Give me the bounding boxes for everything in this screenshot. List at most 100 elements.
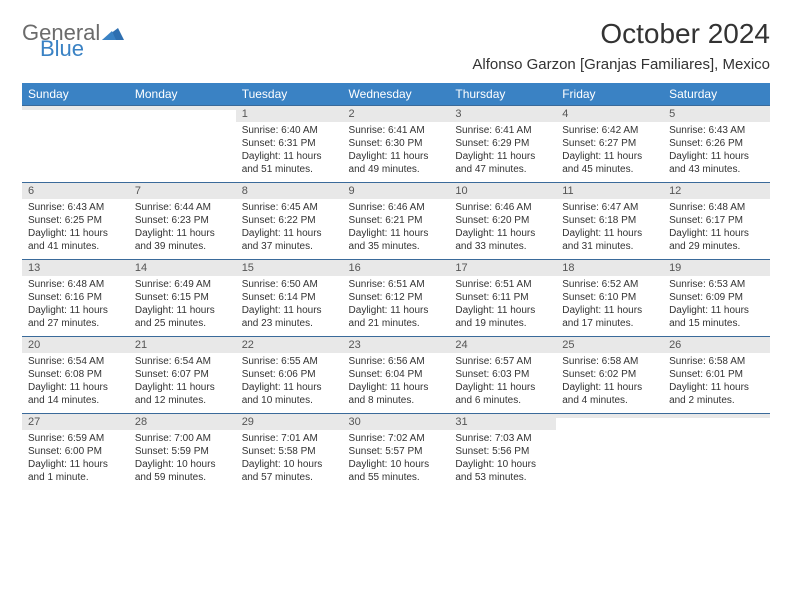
dow-monday: Monday bbox=[129, 83, 236, 106]
day-detail-line: and 59 minutes. bbox=[135, 471, 230, 484]
day-cell: 11Sunrise: 6:47 AMSunset: 6:18 PMDayligh… bbox=[556, 183, 663, 260]
day-cell: 17Sunrise: 6:51 AMSunset: 6:11 PMDayligh… bbox=[449, 260, 556, 337]
day-cell: 29Sunrise: 7:01 AMSunset: 5:58 PMDayligh… bbox=[236, 414, 343, 491]
day-detail-line: Daylight: 11 hours bbox=[28, 458, 123, 471]
day-details bbox=[663, 418, 770, 472]
day-detail-line: Sunset: 5:58 PM bbox=[242, 445, 337, 458]
dow-thursday: Thursday bbox=[449, 83, 556, 106]
day-detail-line: Sunset: 6:14 PM bbox=[242, 291, 337, 304]
day-detail-line: Daylight: 11 hours bbox=[28, 227, 123, 240]
header: General Blue October 2024 Alfonso Garzon… bbox=[22, 18, 770, 73]
day-detail-line: Sunrise: 6:48 AM bbox=[669, 201, 764, 214]
day-detail-line: Daylight: 11 hours bbox=[669, 381, 764, 394]
day-detail-line: Sunrise: 6:43 AM bbox=[669, 124, 764, 137]
day-detail-line: and 29 minutes. bbox=[669, 240, 764, 253]
day-cell: 25Sunrise: 6:58 AMSunset: 6:02 PMDayligh… bbox=[556, 337, 663, 414]
day-detail-line: Daylight: 10 hours bbox=[242, 458, 337, 471]
day-details: Sunrise: 7:02 AMSunset: 5:57 PMDaylight:… bbox=[343, 430, 450, 490]
day-detail-line: Sunset: 6:03 PM bbox=[455, 368, 550, 381]
day-detail-line: Sunset: 6:27 PM bbox=[562, 137, 657, 150]
day-number: 25 bbox=[556, 337, 663, 353]
day-number: 29 bbox=[236, 414, 343, 430]
day-detail-line: Sunrise: 6:43 AM bbox=[28, 201, 123, 214]
day-detail-line: Daylight: 11 hours bbox=[455, 381, 550, 394]
day-cell: 20Sunrise: 6:54 AMSunset: 6:08 PMDayligh… bbox=[22, 337, 129, 414]
day-details: Sunrise: 6:41 AMSunset: 6:30 PMDaylight:… bbox=[343, 122, 450, 182]
day-detail-line: Daylight: 11 hours bbox=[242, 227, 337, 240]
day-detail-line: Daylight: 11 hours bbox=[455, 227, 550, 240]
day-detail-line: Sunset: 6:08 PM bbox=[28, 368, 123, 381]
day-detail-line: and 4 minutes. bbox=[562, 394, 657, 407]
day-detail-line: Sunrise: 6:45 AM bbox=[242, 201, 337, 214]
day-detail-line: Daylight: 11 hours bbox=[455, 150, 550, 163]
day-detail-line: Sunset: 6:07 PM bbox=[135, 368, 230, 381]
day-cell: 9Sunrise: 6:46 AMSunset: 6:21 PMDaylight… bbox=[343, 183, 450, 260]
day-number: 30 bbox=[343, 414, 450, 430]
day-number: 15 bbox=[236, 260, 343, 276]
day-detail-line: Daylight: 10 hours bbox=[135, 458, 230, 471]
day-number: 26 bbox=[663, 337, 770, 353]
day-detail-line: and 57 minutes. bbox=[242, 471, 337, 484]
day-detail-line: Sunset: 6:16 PM bbox=[28, 291, 123, 304]
day-detail-line: and 17 minutes. bbox=[562, 317, 657, 330]
day-number: 6 bbox=[22, 183, 129, 199]
page-title: October 2024 bbox=[472, 18, 770, 50]
day-details: Sunrise: 6:56 AMSunset: 6:04 PMDaylight:… bbox=[343, 353, 450, 413]
day-cell: 16Sunrise: 6:51 AMSunset: 6:12 PMDayligh… bbox=[343, 260, 450, 337]
day-detail-line: Sunrise: 6:51 AM bbox=[455, 278, 550, 291]
day-cell: 31Sunrise: 7:03 AMSunset: 5:56 PMDayligh… bbox=[449, 414, 556, 491]
day-detail-line: and 33 minutes. bbox=[455, 240, 550, 253]
day-detail-line: Daylight: 11 hours bbox=[349, 381, 444, 394]
brand-logo: General Blue bbox=[22, 22, 124, 60]
day-details: Sunrise: 6:54 AMSunset: 6:08 PMDaylight:… bbox=[22, 353, 129, 413]
week-row: 6Sunrise: 6:43 AMSunset: 6:25 PMDaylight… bbox=[22, 183, 770, 260]
day-detail-line: and 49 minutes. bbox=[349, 163, 444, 176]
day-details: Sunrise: 6:51 AMSunset: 6:12 PMDaylight:… bbox=[343, 276, 450, 336]
day-detail-line: and 6 minutes. bbox=[455, 394, 550, 407]
day-cell bbox=[556, 414, 663, 491]
day-details: Sunrise: 6:59 AMSunset: 6:00 PMDaylight:… bbox=[22, 430, 129, 490]
day-cell: 10Sunrise: 6:46 AMSunset: 6:20 PMDayligh… bbox=[449, 183, 556, 260]
day-details: Sunrise: 6:42 AMSunset: 6:27 PMDaylight:… bbox=[556, 122, 663, 182]
day-details: Sunrise: 6:58 AMSunset: 6:01 PMDaylight:… bbox=[663, 353, 770, 413]
day-cell: 22Sunrise: 6:55 AMSunset: 6:06 PMDayligh… bbox=[236, 337, 343, 414]
day-detail-line: Sunrise: 6:46 AM bbox=[349, 201, 444, 214]
dow-sunday: Sunday bbox=[22, 83, 129, 106]
day-detail-line: and 21 minutes. bbox=[349, 317, 444, 330]
day-detail-line: Daylight: 11 hours bbox=[669, 150, 764, 163]
dow-tuesday: Tuesday bbox=[236, 83, 343, 106]
day-details: Sunrise: 6:58 AMSunset: 6:02 PMDaylight:… bbox=[556, 353, 663, 413]
day-detail-line: and 1 minute. bbox=[28, 471, 123, 484]
day-detail-line: Sunrise: 6:41 AM bbox=[455, 124, 550, 137]
day-number: 16 bbox=[343, 260, 450, 276]
day-cell: 4Sunrise: 6:42 AMSunset: 6:27 PMDaylight… bbox=[556, 106, 663, 183]
location-subtitle: Alfonso Garzon [Granjas Familiares], Mex… bbox=[472, 56, 770, 73]
title-block: October 2024 Alfonso Garzon [Granjas Fam… bbox=[472, 18, 770, 73]
week-row: 13Sunrise: 6:48 AMSunset: 6:16 PMDayligh… bbox=[22, 260, 770, 337]
day-detail-line: Sunrise: 6:46 AM bbox=[455, 201, 550, 214]
day-cell: 27Sunrise: 6:59 AMSunset: 6:00 PMDayligh… bbox=[22, 414, 129, 491]
day-number: 28 bbox=[129, 414, 236, 430]
day-details bbox=[22, 110, 129, 164]
day-number: 3 bbox=[449, 106, 556, 122]
day-number: 18 bbox=[556, 260, 663, 276]
day-detail-line: Sunset: 6:25 PM bbox=[28, 214, 123, 227]
day-details: Sunrise: 6:51 AMSunset: 6:11 PMDaylight:… bbox=[449, 276, 556, 336]
day-cell bbox=[663, 414, 770, 491]
day-detail-line: Sunrise: 6:49 AM bbox=[135, 278, 230, 291]
day-cell: 12Sunrise: 6:48 AMSunset: 6:17 PMDayligh… bbox=[663, 183, 770, 260]
day-detail-line: and 15 minutes. bbox=[669, 317, 764, 330]
day-details: Sunrise: 6:44 AMSunset: 6:23 PMDaylight:… bbox=[129, 199, 236, 259]
day-number: 5 bbox=[663, 106, 770, 122]
day-detail-line: Sunrise: 6:59 AM bbox=[28, 432, 123, 445]
day-cell: 30Sunrise: 7:02 AMSunset: 5:57 PMDayligh… bbox=[343, 414, 450, 491]
day-detail-line: and 51 minutes. bbox=[242, 163, 337, 176]
dow-friday: Friday bbox=[556, 83, 663, 106]
day-detail-line: and 53 minutes. bbox=[455, 471, 550, 484]
day-cell: 24Sunrise: 6:57 AMSunset: 6:03 PMDayligh… bbox=[449, 337, 556, 414]
day-detail-line: Daylight: 11 hours bbox=[135, 227, 230, 240]
day-detail-line: Sunset: 5:56 PM bbox=[455, 445, 550, 458]
dow-saturday: Saturday bbox=[663, 83, 770, 106]
day-details: Sunrise: 6:57 AMSunset: 6:03 PMDaylight:… bbox=[449, 353, 556, 413]
day-cell: 7Sunrise: 6:44 AMSunset: 6:23 PMDaylight… bbox=[129, 183, 236, 260]
